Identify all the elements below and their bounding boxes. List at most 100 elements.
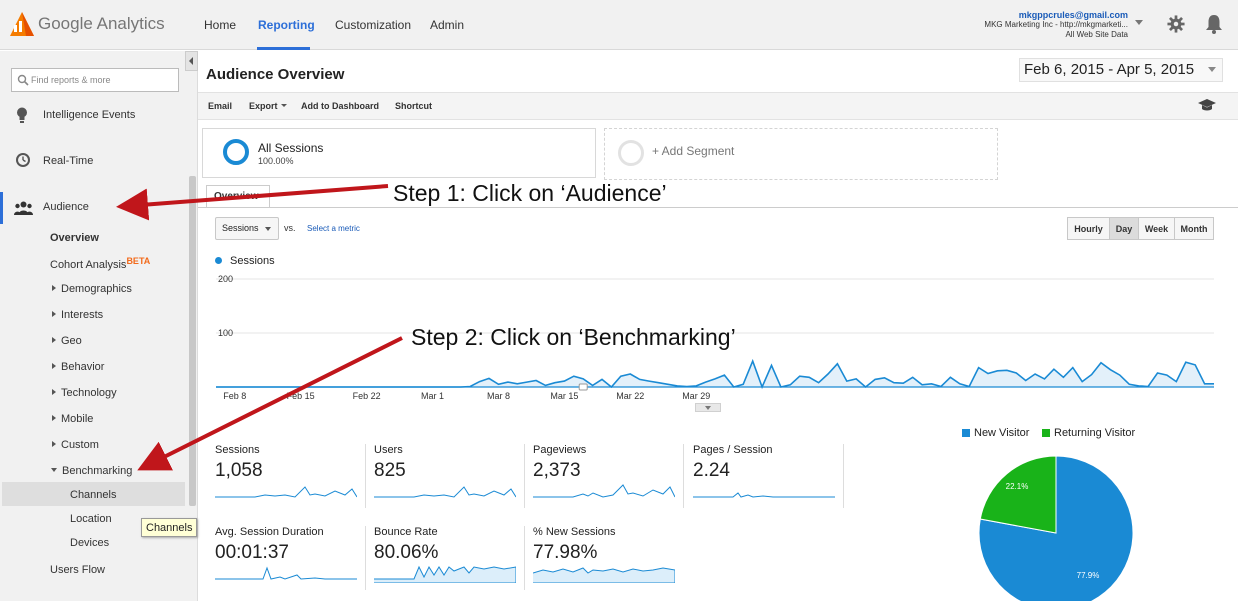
account-chevron-down-icon[interactable] xyxy=(1135,20,1143,25)
select-metric-link[interactable]: Select a metric xyxy=(307,224,360,233)
sidebar-item-users-flow[interactable]: Users Flow xyxy=(50,564,106,576)
visitor-pie-chart[interactable]: 77.9% 22.1% xyxy=(978,455,1134,601)
search-input[interactable] xyxy=(31,70,176,90)
pie-label-returning: 22.1% xyxy=(1006,482,1029,491)
export-button[interactable]: Export xyxy=(249,101,287,111)
x-tick-label: Mar 15 xyxy=(550,391,578,401)
x-tick-label: Mar 1 xyxy=(421,391,444,401)
brand-name: Google Analytics xyxy=(38,14,165,33)
chevron-down-icon xyxy=(280,104,287,107)
scorecard-label: Pages / Session xyxy=(693,444,773,456)
scorecard-label: Avg. Session Duration xyxy=(215,526,324,538)
sidebar-sub-interests[interactable]: Interests xyxy=(52,309,103,321)
sidebar-item-intelligence-events[interactable]: Intelligence Events xyxy=(43,109,136,121)
interests-label: Interests xyxy=(61,309,104,321)
segment-name: All Sessions xyxy=(258,141,324,155)
nav-reporting[interactable]: Reporting xyxy=(258,18,315,32)
nav-customization[interactable]: Customization xyxy=(335,18,412,32)
chart-expander-button[interactable] xyxy=(695,403,721,412)
nav-home[interactable]: Home xyxy=(204,18,237,32)
scorecard-value: 77.98% xyxy=(533,542,598,563)
lightbulb-icon xyxy=(17,107,27,123)
expand-triangle-icon xyxy=(52,337,56,343)
account-view[interactable]: All Web Site Data xyxy=(1065,30,1128,39)
empty-segment-ring-icon xyxy=(618,140,644,166)
legend-marker-new xyxy=(962,429,970,437)
collapse-sidebar-button[interactable] xyxy=(185,51,198,71)
gear-icon[interactable] xyxy=(1167,15,1185,33)
sparkline xyxy=(374,565,516,583)
granularity-hourly-button[interactable]: Hourly xyxy=(1067,217,1110,240)
date-chevron-down-icon[interactable] xyxy=(1208,67,1216,72)
chart-annotation-marker xyxy=(578,383,588,391)
scorecard-divider xyxy=(524,526,525,590)
scorecard-value: 2,373 xyxy=(533,460,581,481)
search-icon xyxy=(17,74,29,86)
scorecard-label: Pageviews xyxy=(533,444,587,456)
report-toolbar xyxy=(198,92,1238,120)
sidebar-sub-behavior[interactable]: Behavior xyxy=(52,361,104,373)
scorecard-divider xyxy=(365,526,366,590)
scorecard-value: 1,058 xyxy=(215,460,263,481)
sidebar-sub-devices[interactable]: Devices xyxy=(70,537,110,549)
scorecard-label: Users xyxy=(374,444,403,456)
sparkline xyxy=(374,486,516,498)
bell-icon[interactable] xyxy=(1205,14,1223,34)
add-segment-label: + Add Segment xyxy=(652,144,735,158)
expand-triangle-icon xyxy=(52,415,56,421)
shortcut-button[interactable]: Shortcut xyxy=(395,101,432,111)
sidebar xyxy=(0,51,198,601)
granularity-day-button[interactable]: Day xyxy=(1109,217,1139,240)
account-email[interactable]: mkgppcrules@gmail.com xyxy=(1018,10,1128,20)
date-range-picker[interactable]: Feb 6, 2015 - Apr 5, 2015 xyxy=(1019,58,1223,82)
segment-all-sessions[interactable] xyxy=(202,128,596,178)
nav-admin[interactable]: Admin xyxy=(430,18,465,32)
chevron-down-icon[interactable] xyxy=(265,227,271,231)
chevron-left-icon xyxy=(189,57,193,65)
sidebar-sub-benchmarking[interactable]: Benchmarking xyxy=(51,465,132,477)
sidebar-sub-channels[interactable]: Channels xyxy=(70,489,117,501)
sidebar-item-real-time[interactable]: Real-Time xyxy=(43,155,94,167)
expand-triangle-icon xyxy=(52,363,56,369)
graduation-cap-icon[interactable] xyxy=(1198,98,1216,112)
tooltip: Channels xyxy=(141,518,198,537)
legend-marker xyxy=(215,257,222,264)
scorecard-label: % New Sessions xyxy=(533,526,616,538)
clock-icon xyxy=(16,153,30,167)
tab-overview[interactable]: Overview xyxy=(206,185,270,207)
sparkline xyxy=(215,486,357,498)
email-button[interactable]: Email xyxy=(208,101,233,111)
google-analytics-logo[interactable] xyxy=(10,12,34,36)
granularity-month-button[interactable]: Month xyxy=(1174,217,1214,240)
legend-marker-returning xyxy=(1042,429,1050,437)
scorecard-value: 80.06% xyxy=(374,542,439,563)
account-name[interactable]: MKG Marketing Inc - http://mkgmarketi... xyxy=(984,20,1128,29)
granularity-week-button[interactable]: Week xyxy=(1138,217,1175,240)
scorecard-divider xyxy=(683,444,684,508)
x-tick-label: Feb 22 xyxy=(353,391,381,401)
x-tick-label: Mar 29 xyxy=(682,391,710,401)
custom-label: Custom xyxy=(61,439,99,451)
sidebar-sub-custom[interactable]: Custom xyxy=(52,439,99,451)
sidebar-sub-technology[interactable]: Technology xyxy=(52,387,117,399)
x-tick-label: Feb 15 xyxy=(287,391,315,401)
add-segment-button[interactable] xyxy=(604,128,998,180)
metric-select[interactable]: Sessions xyxy=(215,217,279,240)
sidebar-scrollbar[interactable] xyxy=(189,176,196,506)
add-to-dashboard-button[interactable]: Add to Dashboard xyxy=(301,101,379,111)
sidebar-sub-location[interactable]: Location xyxy=(70,513,112,525)
sidebar-sub-demographics[interactable]: Demographics xyxy=(52,283,132,295)
sidebar-item-audience[interactable]: Audience xyxy=(43,201,89,213)
mobile-label: Mobile xyxy=(61,413,94,425)
sidebar-sub-geo[interactable]: Geo xyxy=(52,335,82,347)
sidebar-sub-cohort-analysis[interactable]: Cohort AnalysisBETA xyxy=(50,256,150,271)
series-area xyxy=(216,361,1214,387)
top-bar xyxy=(0,0,1238,50)
tab-divider xyxy=(198,207,1238,208)
pie-slice-returning-visitor xyxy=(979,455,1057,534)
sidebar-sub-overview[interactable]: Overview xyxy=(50,232,99,244)
page-title: Audience Overview xyxy=(206,66,345,83)
legend-label-sessions: Sessions xyxy=(230,255,275,267)
sidebar-sub-mobile[interactable]: Mobile xyxy=(52,413,93,425)
scorecard-label: Bounce Rate xyxy=(374,526,438,538)
